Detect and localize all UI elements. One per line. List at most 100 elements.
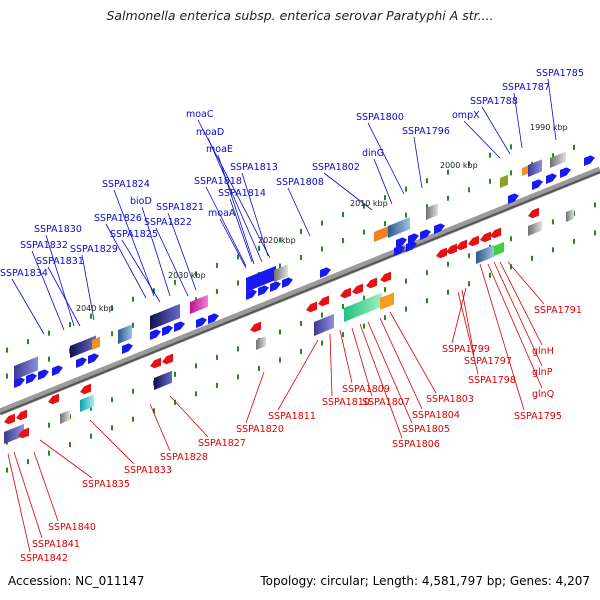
gene-block-forward [274,264,288,282]
gene-arrow-forward [532,179,543,190]
position-tick [111,397,113,403]
position-tick [321,312,323,318]
gene-arrow-forward [546,173,557,184]
forward-leader-line [121,239,161,303]
position-tick [300,255,302,260]
position-tick [405,278,407,284]
gene-arrow-reverse [306,301,317,313]
position-tick [216,288,218,294]
gene-arrow-reverse [528,207,539,219]
reverse-gene-label: SSPA1804 [412,410,460,421]
reverse-leader-line [13,451,43,539]
gene-block-forward [528,159,542,177]
gene-arrow-reverse [380,271,391,283]
gene-block-forward [190,294,208,314]
reverse-leader-line [493,261,543,367]
position-tick [279,329,281,335]
position-tick [384,315,386,321]
position-tick [132,296,134,302]
position-tick [342,332,344,338]
reverse-gene-label: SSPA1809 [342,384,390,395]
forward-leader-line [207,137,263,263]
forward-gene-label: moaC [186,109,214,120]
gene-block-forward [70,335,96,358]
reverse-leader-line [89,419,135,465]
forward-leader-line [219,218,247,269]
kbp-marker: 2020 kbp [258,236,296,245]
gene-block-reverse [80,394,94,412]
gene-block-forward [92,336,100,350]
position-tick [153,288,155,294]
position-tick [216,354,218,360]
forward-leader-line [81,254,95,321]
reverse-gene-label: SSPA1841 [32,539,80,550]
gene-arrow-reverse [436,247,447,259]
forward-leader-line [463,120,501,159]
gene-block-forward [246,265,276,292]
position-tick [594,230,596,236]
kbp-marker: 2010 kbp [350,199,388,208]
forward-gene-label: SSPA1826 [94,213,142,224]
gene-block-forward [500,174,508,188]
gene-arrow-reverse [4,413,15,425]
position-tick [321,340,323,346]
forward-leader-line [323,172,373,211]
gene-arrow-reverse [18,427,29,439]
genome-summary-text: Topology: circular; Length: 4,581,797 bp… [260,574,590,588]
gene-arrow-reverse [468,235,479,247]
gene-arrow-reverse [446,243,457,255]
forward-gene-label: SSPA1814 [218,188,266,199]
forward-gene-label: SSPA1802 [312,162,360,173]
position-tick [510,236,512,242]
position-tick [531,255,533,261]
position-tick [111,425,113,431]
gene-arrow-forward [508,193,519,204]
position-tick [258,245,260,251]
reverse-gene-label: SSPA1797 [464,356,512,367]
gene-block-forward [150,303,180,330]
gene-arrow-reverse [16,409,27,421]
gene-block-forward [388,217,410,238]
position-tick [6,347,8,353]
reverse-leader-line [339,329,353,384]
position-tick [321,220,323,226]
position-tick [300,321,302,326]
gene-arrow-reverse [48,393,59,405]
position-tick [405,306,407,312]
position-tick [510,144,512,150]
position-tick [237,346,239,352]
reverse-gene-label: SSPA1803 [426,394,474,405]
position-tick [363,295,365,301]
position-tick [174,279,176,285]
reverse-gene-label: SSPA1810 [322,397,370,408]
position-tick [237,280,239,286]
position-tick [342,212,344,218]
position-tick [405,186,407,192]
forward-gene-label: SSPA1822 [144,217,192,228]
forward-leader-line [47,266,81,327]
gene-block-reverse [528,220,542,236]
gene-block-forward [118,324,132,344]
reverse-leader-line [461,289,475,356]
position-tick [384,195,386,201]
gene-arrow-forward [52,365,63,376]
gene-arrow-forward [394,245,405,256]
gene-arrow-reverse [456,239,467,251]
gene-arrow-forward [14,377,25,388]
position-tick [6,467,8,473]
map-title: Salmonella enterica subsp. enterica sero… [106,8,494,23]
position-tick [216,382,218,388]
gene-arrow-forward [434,223,445,234]
reverse-gene-label: SSPA1806 [392,439,440,450]
gene-block-reverse [256,335,266,350]
position-tick [426,204,428,210]
reverse-leader-line [499,261,543,346]
reverse-gene-label: glnP [532,367,553,378]
forward-gene-label: SSPA1818 [194,176,242,187]
position-tick [321,246,323,252]
position-tick [195,391,197,397]
position-tick [342,304,344,310]
position-tick [90,405,92,411]
reverse-leader-line [149,403,171,452]
kbp-marker: 1990 kbp [530,123,568,132]
